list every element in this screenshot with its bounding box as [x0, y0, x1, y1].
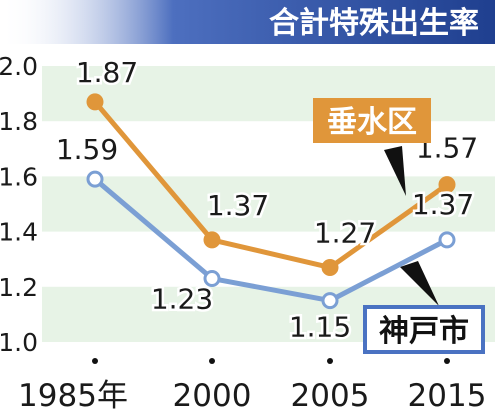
tarumi-callout-box [313, 98, 431, 143]
y-tick-label: 2.0 [0, 52, 38, 81]
kobe-callout-label: 神戸市 [379, 314, 469, 349]
x-axis-dot [92, 358, 98, 364]
data-label: 1.37 [412, 188, 474, 221]
chart-title: 合計特殊出生率 [269, 6, 479, 41]
series-line-1 [93, 177, 449, 304]
x-tick-label: 2005 [291, 378, 370, 414]
series-markers [86, 93, 456, 310]
data-label: 1.27 [314, 216, 376, 249]
title-bar: 合計特殊出生率 [0, 0, 495, 44]
series-marker-1 [438, 231, 456, 249]
x-axis-dot [444, 358, 450, 364]
series-marker-0 [321, 258, 339, 276]
legend-callout-kobe: 神戸市 [363, 305, 485, 354]
legend-callout-tarumi: 垂水区 [313, 98, 431, 143]
x-axis-dot [209, 358, 215, 364]
data-label: 1.57 [416, 132, 478, 165]
x-tick-label: 2015 [408, 378, 487, 414]
series-marker-1 [203, 270, 221, 288]
x-axis-ticks: 1985年 2000 2005 2015 [18, 378, 486, 414]
kobe-callout-box [363, 305, 485, 354]
data-label: 1.59 [56, 133, 118, 166]
y-tick-label: 1.8 [0, 107, 38, 136]
x-axis-dot [327, 358, 333, 364]
data-labels: 1.87 1.37 1.27 1.57 1.59 1.23 1.15 1.37 [53, 53, 480, 346]
series-marker-1 [321, 292, 339, 310]
tarumi-pointer [384, 146, 406, 196]
x-axis-dots [92, 358, 450, 364]
data-label: 1.15 [289, 311, 351, 344]
x-tick-label: 1985年 [18, 378, 128, 414]
x-tick-label: 2000 [173, 378, 252, 414]
data-label: 1.37 [207, 189, 269, 222]
series-marker-0 [438, 176, 456, 194]
series-marker-0 [203, 231, 221, 249]
data-label: 1.23 [151, 283, 213, 316]
y-tick-label: 1.6 [0, 162, 38, 191]
y-tick-label: 1.4 [0, 218, 38, 247]
series-line-0 [93, 100, 449, 270]
series-marker-0 [86, 93, 104, 111]
title-background [0, 0, 495, 44]
y-tick-label: 1.0 [0, 328, 38, 357]
y-axis-ticks: 2.0 1.8 1.6 1.4 1.2 1.0 [0, 52, 38, 357]
series-lines [93, 100, 449, 304]
data-label: 1.87 [76, 56, 138, 89]
kobe-pointer [400, 261, 439, 306]
series-marker-1 [86, 170, 104, 188]
y-tick-label: 1.2 [0, 273, 38, 302]
callout-pointers [384, 146, 439, 306]
tarumi-callout-label: 垂水区 [327, 105, 417, 140]
